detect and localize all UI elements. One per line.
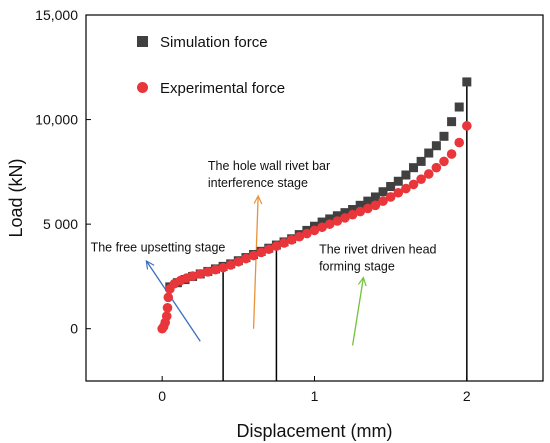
experimental-point	[446, 149, 457, 159]
experimental-point	[286, 235, 297, 245]
experimental-point	[317, 222, 327, 233]
annotation-text: The free upsetting stage	[91, 240, 226, 254]
experimental-point	[309, 225, 320, 236]
simulation-point	[370, 192, 380, 202]
experimental-point	[225, 260, 236, 270]
experimental-point	[264, 244, 274, 255]
experimental-point	[439, 156, 449, 167]
experimental-point	[416, 174, 426, 184]
annotation-arrow	[351, 279, 364, 346]
legend-marker-simulation	[137, 36, 148, 47]
experimental-point	[233, 256, 244, 267]
simulation-point	[363, 196, 373, 206]
experimental-point	[279, 238, 289, 248]
x-axis-title: Displacement (mm)	[236, 421, 392, 441]
simulation-point	[401, 170, 411, 180]
stage-boundary-lines	[222, 81, 468, 381]
y-axis-title: Load (kN)	[6, 158, 26, 237]
experimental-point	[401, 183, 411, 194]
experimental-point	[203, 267, 213, 277]
experimental-point	[431, 162, 442, 173]
annotation-arrow	[252, 197, 259, 329]
legend-label-simulation: Simulation force	[160, 34, 268, 51]
simulation-point	[416, 156, 426, 166]
experimental-point	[423, 169, 434, 179]
y-tick-label: 15,000	[35, 7, 78, 23]
experimental-point	[248, 250, 259, 261]
simulation-point	[378, 187, 388, 197]
experimental-point	[408, 179, 419, 190]
data-points	[157, 77, 472, 334]
experimental-point	[363, 203, 373, 214]
simulation-point	[393, 176, 403, 186]
experimental-point	[385, 192, 396, 202]
plot-frame	[85, 14, 544, 382]
simulation-point	[386, 181, 396, 191]
simulation-point	[409, 163, 419, 173]
experimental-point	[393, 187, 404, 198]
x-tick-label: 0	[158, 388, 166, 404]
experimental-point	[332, 216, 343, 226]
experimental-point	[454, 137, 465, 148]
experimental-point	[241, 253, 251, 264]
experimental-point	[161, 311, 172, 321]
experimental-point	[187, 271, 198, 281]
experimental-point	[355, 206, 366, 217]
annotation-text: The hole wall rivet bar	[208, 159, 330, 173]
experimental-point	[378, 196, 388, 206]
y-tick-label: 10,000	[35, 112, 78, 128]
experimental-point	[370, 200, 381, 211]
simulation-point	[462, 77, 472, 87]
experimental-point	[163, 292, 174, 303]
simulation-point	[439, 131, 449, 141]
annotation-text: forming stage	[319, 259, 395, 273]
simulation-point	[431, 141, 441, 151]
experimental-point	[294, 231, 305, 242]
experimental-point	[302, 228, 312, 239]
experimental-point	[218, 262, 228, 273]
experimental-point	[271, 241, 282, 251]
experimental-point	[162, 303, 173, 313]
simulation-point	[325, 214, 335, 224]
x-tick-label: 1	[311, 388, 319, 404]
annotation-arrows	[147, 197, 364, 346]
x-tick-label: 2	[463, 388, 471, 404]
experimental-point	[324, 219, 335, 229]
annotation-text: The rivet driven head	[319, 242, 436, 256]
simulation-point	[424, 148, 434, 158]
simulation-point	[317, 217, 327, 227]
legend: Simulation force Experimental force	[137, 34, 285, 97]
simulation-point	[348, 205, 358, 215]
experimental-point	[256, 247, 266, 258]
experimental-point	[462, 121, 472, 131]
simulation-point	[447, 117, 457, 127]
experimental-point	[195, 269, 206, 279]
y-tick-label: 0	[70, 321, 78, 337]
legend-marker-experimental	[137, 82, 148, 93]
simulation-point	[340, 208, 350, 218]
experimental-point	[210, 264, 221, 275]
axis-ticks: 0 1 2 0 5 000 10,000 15,000	[35, 7, 471, 404]
y-tick-label: 5 000	[43, 216, 78, 232]
annotation-text: interference stage	[208, 176, 308, 190]
experimental-point	[340, 213, 350, 223]
simulation-point	[355, 200, 365, 210]
experimental-point	[347, 209, 358, 220]
legend-label-experimental: Experimental force	[160, 80, 285, 97]
simulation-point	[454, 102, 464, 112]
annotation-arrow	[147, 262, 201, 342]
annotations: The free upsetting stage The hole wall ri…	[91, 159, 437, 274]
simulation-point	[332, 211, 342, 221]
